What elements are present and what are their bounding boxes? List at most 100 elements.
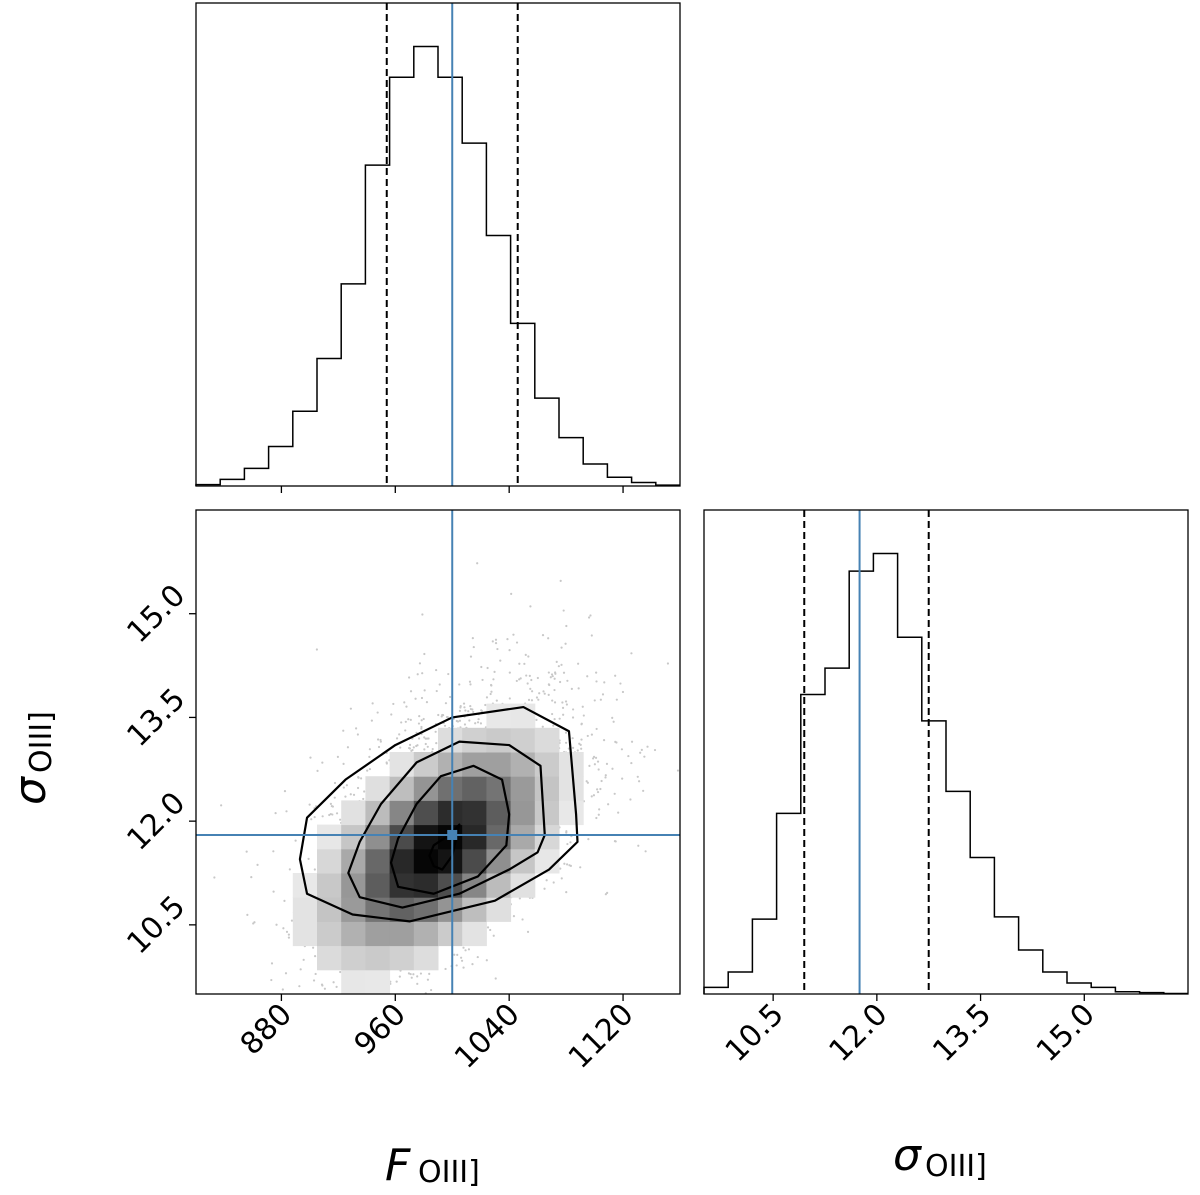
sample-point (564, 642, 567, 645)
sample-point (508, 671, 511, 674)
sample-point (621, 777, 624, 780)
sample-point (596, 788, 599, 791)
sample-point (561, 706, 565, 709)
sample-point (527, 698, 531, 701)
sample-point (405, 705, 408, 708)
density-cell (341, 969, 366, 994)
sample-point (535, 696, 539, 699)
sample-point (321, 761, 324, 764)
sample-point (602, 739, 606, 742)
sample-point (409, 972, 412, 976)
sample-point (416, 673, 419, 676)
sample-point (530, 690, 534, 693)
sample-point (494, 642, 498, 645)
sample-point (581, 705, 584, 708)
sample-point (494, 638, 498, 641)
sample-point (565, 891, 568, 894)
sample-point (568, 864, 571, 867)
density-cell (317, 921, 342, 947)
density-cell (365, 824, 391, 850)
sample-point (316, 769, 319, 772)
sample-point (565, 624, 568, 628)
sample-point (552, 881, 555, 884)
sample-point (320, 983, 324, 986)
sample-point (524, 653, 527, 657)
sample-point (607, 803, 610, 806)
sample-point (605, 762, 609, 765)
sample-point (416, 975, 419, 978)
sample-point (315, 648, 318, 651)
sample-point (560, 646, 563, 649)
sample-point (493, 670, 496, 673)
sample-point (485, 959, 488, 962)
sample-point (597, 768, 600, 771)
sample-point (409, 690, 413, 693)
sample-point (315, 1007, 317, 1009)
sample-point (603, 681, 606, 684)
sample-point (564, 700, 568, 703)
sample-point (548, 683, 551, 687)
sample-point (595, 727, 598, 731)
sample-point (570, 687, 573, 690)
sample-point (270, 962, 274, 965)
sample-point (621, 690, 625, 694)
sample-point (630, 652, 633, 655)
sample-point (395, 737, 399, 740)
sample-point (642, 789, 645, 792)
y-tick-label: 13.5 (120, 682, 192, 754)
sample-point (627, 754, 630, 758)
sample-point (431, 747, 434, 751)
sample-point (456, 720, 460, 723)
sample-point (489, 692, 492, 696)
sample-point (385, 761, 388, 764)
sample-point (313, 868, 316, 871)
sample-point (336, 755, 339, 759)
sample-point (417, 722, 421, 725)
sample-point (577, 662, 580, 665)
sample-point (377, 745, 381, 749)
sample-point (420, 725, 423, 729)
sample-point (294, 839, 297, 842)
sample-point (314, 996, 316, 998)
density-cell (389, 897, 415, 922)
sample-point (368, 755, 371, 758)
sample-point (416, 982, 419, 985)
sample-point (329, 812, 332, 816)
sample-point (359, 777, 363, 780)
density-cell (365, 921, 391, 947)
sample-point (565, 863, 569, 866)
sample-point (256, 863, 259, 866)
sample-point (579, 743, 582, 746)
sample-point (453, 953, 456, 956)
sample-point (356, 786, 360, 790)
sample-point (408, 743, 412, 746)
sample-point (476, 721, 480, 724)
sample-point (590, 634, 593, 637)
sample-point (484, 703, 487, 707)
sample-point (458, 709, 462, 713)
sample-point (437, 713, 440, 717)
sample-point (490, 690, 493, 693)
sample-point (476, 955, 479, 959)
sample-point (305, 1006, 307, 1008)
sample-point (637, 844, 640, 847)
sample-point (551, 699, 554, 702)
sample-point (344, 795, 347, 798)
sample-point (595, 680, 598, 683)
sample-point (418, 662, 422, 665)
contour-level-2 (389, 764, 511, 895)
sample-point (639, 751, 642, 754)
sample-point (422, 717, 425, 721)
sample-point (285, 930, 289, 933)
sample-point (592, 794, 596, 797)
sample-point (423, 689, 426, 692)
sample-point (552, 724, 555, 727)
sample-point (284, 972, 288, 975)
sample-point (460, 959, 464, 962)
sample-point (630, 761, 633, 765)
sample-point (224, 1036, 226, 1038)
density-cell (317, 824, 342, 850)
sample-point (323, 987, 326, 990)
sample-point (408, 676, 411, 679)
x-tick-label: 960 (348, 997, 413, 1062)
